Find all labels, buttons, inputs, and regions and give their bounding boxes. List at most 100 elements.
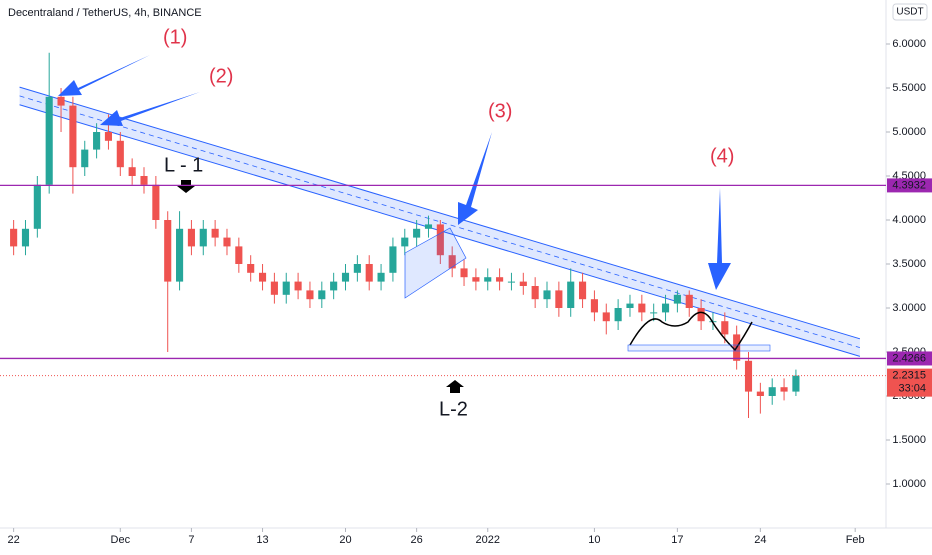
x-tick-label: 7	[188, 534, 194, 546]
candle-body	[721, 321, 729, 335]
candle-body	[81, 149, 89, 168]
candle-body	[294, 281, 302, 291]
candle-body	[235, 246, 243, 264]
channel-line	[19, 86, 861, 340]
candle-body	[377, 272, 385, 282]
candle-body	[140, 176, 148, 185]
candle-body	[673, 294, 681, 304]
candle-body	[33, 184, 41, 229]
candle-body	[579, 281, 587, 300]
candle-body	[365, 264, 373, 282]
currency: USDT	[896, 7, 923, 18]
annotation: (3)	[488, 100, 512, 122]
annotation: (1)	[163, 26, 187, 48]
countdown: 33:04	[898, 383, 926, 395]
candle-body	[484, 277, 492, 282]
x-tick-label: 13	[256, 534, 268, 546]
head-shoulders	[629, 311, 753, 352]
last-price-tag	[887, 368, 932, 397]
annotation: L-2	[439, 398, 468, 420]
arrow-up	[446, 380, 464, 393]
candle-body	[531, 286, 539, 300]
level-tag	[887, 351, 932, 366]
x-tick-label: Dec	[111, 534, 131, 546]
y-tick-label: 3.5000	[892, 258, 926, 270]
annotation: L - 1	[164, 154, 203, 176]
candle-body	[93, 132, 101, 150]
candle-body	[460, 268, 468, 278]
candle-body	[448, 255, 456, 269]
arrow-1	[58, 55, 150, 96]
y-tick-label: 5.0000	[892, 126, 926, 138]
candle-body	[306, 290, 314, 300]
candle-body	[176, 228, 184, 282]
candle-body	[389, 246, 397, 273]
candle-body	[21, 228, 30, 247]
level-label: 2.4266	[892, 352, 926, 364]
arrow-2	[100, 92, 200, 126]
candle-body	[353, 264, 361, 273]
candle-body	[685, 294, 693, 308]
candle-body	[626, 303, 634, 308]
drawings	[58, 55, 771, 393]
candle-body	[424, 224, 433, 229]
x-tick-label: 24	[754, 534, 766, 546]
arrow-down	[177, 180, 195, 193]
candle-body	[567, 281, 575, 308]
candle-body	[318, 290, 326, 300]
candle-body	[270, 281, 278, 295]
plot-area	[10, 52, 861, 418]
neckline	[627, 344, 771, 352]
candle-body	[555, 290, 563, 308]
level-tag	[887, 178, 932, 193]
currency-box	[892, 3, 928, 21]
candle-body	[199, 228, 207, 247]
last-price-label: 2.2315	[892, 370, 926, 382]
x-tick-label: 26	[411, 534, 423, 546]
candle-body	[780, 387, 788, 392]
x-tick-label: 10	[588, 534, 600, 546]
y-tick-label: 6.0000	[892, 38, 926, 50]
candle-body	[128, 167, 136, 176]
candle-body	[401, 237, 409, 247]
candle-body	[258, 272, 267, 282]
candle-body	[116, 140, 124, 168]
candle-body	[650, 312, 658, 314]
channel-mid	[19, 95, 861, 348]
candle-body	[413, 228, 421, 238]
candle-body	[223, 237, 231, 247]
candle-body	[436, 224, 444, 256]
candle-body	[744, 360, 753, 392]
x-tick-label: 22	[8, 534, 20, 546]
y-tick-label: 1.5000	[892, 434, 926, 446]
candle-body	[638, 303, 646, 313]
candle-body	[187, 228, 195, 247]
x-tick-label: 20	[339, 534, 351, 546]
candle-body	[768, 387, 776, 396]
channel-fill	[19, 87, 860, 357]
x-tick-label: 17	[671, 534, 683, 546]
x-tick-label: 2022	[476, 534, 500, 546]
candle-body	[282, 281, 290, 295]
candle-body	[211, 228, 219, 238]
y-tick-label: 3.0000	[892, 302, 926, 314]
candle-body	[164, 220, 172, 282]
candle-body	[10, 228, 18, 247]
chart-title: Decentraland / TetherUS, 4h, BINANCE	[8, 7, 202, 19]
candle-body	[697, 308, 705, 322]
candle-body	[472, 277, 480, 282]
flag-rect	[404, 227, 467, 299]
candle-body	[756, 391, 764, 396]
candle-body	[496, 277, 504, 282]
level-label: 4.3932	[892, 179, 926, 191]
y-tick-label: 1.0000	[892, 478, 926, 490]
y-tick-label: 4.0000	[892, 214, 926, 226]
candle-body	[152, 184, 160, 220]
candle-body	[590, 299, 598, 313]
candle-body	[602, 312, 610, 322]
candle-body	[57, 96, 65, 106]
arrow-3	[458, 132, 492, 225]
candle-body	[45, 96, 53, 185]
annotation: (4)	[710, 145, 734, 167]
